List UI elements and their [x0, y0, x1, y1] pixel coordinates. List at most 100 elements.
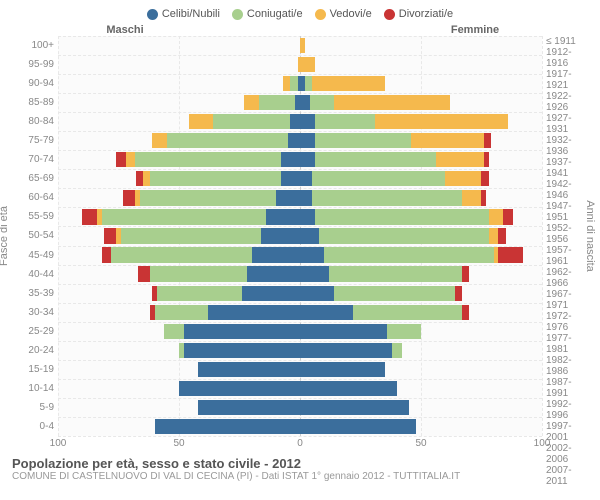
bar-segment: [135, 152, 280, 167]
female-half: [300, 150, 542, 169]
bar-segment: [300, 228, 319, 243]
stacked-bar: [135, 171, 300, 186]
bar-segment: [498, 247, 522, 262]
bar-segment: [462, 190, 481, 205]
stacked-bar: [300, 343, 402, 358]
bar-segment: [150, 266, 247, 281]
bar-segment: [198, 400, 300, 415]
female-half: [300, 284, 542, 303]
bar-segment: [329, 266, 462, 281]
stacked-bar: [179, 381, 300, 396]
bar-segment: [387, 324, 421, 339]
stacked-bar: [179, 343, 300, 358]
age-label: 10-14: [10, 379, 54, 398]
bar-segment: [242, 286, 300, 301]
bar-segment: [150, 171, 281, 186]
female-half: [300, 226, 542, 245]
male-half: [58, 226, 300, 245]
male-half: [58, 150, 300, 169]
male-half: [58, 36, 300, 55]
data-row: [58, 74, 542, 93]
x-tick: 50: [173, 438, 184, 449]
x-axis: 10050050100: [10, 438, 590, 452]
female-half: [300, 36, 542, 55]
bar-segment: [136, 171, 143, 186]
age-label: 80-84: [10, 112, 54, 131]
bar-segment: [213, 114, 290, 129]
bar-segment: [300, 266, 329, 281]
bar-segment: [300, 209, 315, 224]
data-row: [58, 150, 542, 169]
chart-title: Popolazione per età, sesso e stato civil…: [12, 456, 590, 471]
stacked-bar: [300, 228, 506, 243]
bar-segment: [411, 133, 484, 148]
stacked-bar: [300, 171, 489, 186]
bar-segment: [116, 152, 126, 167]
legend-label: Divorziati/e: [399, 8, 453, 20]
bar-segment: [462, 305, 469, 320]
stacked-bar: [152, 286, 300, 301]
stacked-bar: [300, 381, 397, 396]
bar-segment: [300, 400, 409, 415]
stacked-bar: [150, 305, 300, 320]
stacked-bar: [300, 286, 462, 301]
data-row: [58, 36, 542, 55]
bar-segment: [489, 228, 499, 243]
female-half: [300, 322, 542, 341]
birth-year-label: 1927-1931: [546, 113, 590, 135]
legend-swatch: [384, 9, 395, 20]
male-half: [58, 112, 300, 131]
plot-area: Fasce di età 100+95-9990-9485-8980-8475-…: [10, 36, 590, 436]
age-label: 90-94: [10, 74, 54, 93]
legend-item: Coniugati/e: [232, 8, 303, 20]
male-half: [58, 417, 300, 436]
birth-year-label: 1972-1976: [546, 311, 590, 333]
bar-segment: [312, 171, 445, 186]
bar-segment: [315, 209, 489, 224]
stacked-bar: [152, 133, 300, 148]
bar-segment: [184, 324, 300, 339]
bar-segment: [300, 190, 312, 205]
bar-segment: [334, 95, 450, 110]
bar-segment: [104, 228, 116, 243]
data-row: [58, 341, 542, 360]
male-half: [58, 131, 300, 150]
female-half: [300, 265, 542, 284]
birth-year-label: ≤ 1911: [546, 36, 590, 47]
male-half: [58, 265, 300, 284]
bar-segment: [300, 362, 385, 377]
legend-item: Vedovi/e: [315, 8, 372, 20]
bar-segment: [462, 266, 469, 281]
bar-segment: [503, 209, 513, 224]
age-label: 15-19: [10, 360, 54, 379]
birth-year-label: 2002-2006: [546, 443, 590, 465]
data-row: [58, 284, 542, 303]
male-half: [58, 303, 300, 322]
male-half: [58, 341, 300, 360]
legend-item: Divorziati/e: [384, 8, 453, 20]
stacked-bar: [155, 419, 300, 434]
birth-year-label: 1912-1916: [546, 47, 590, 69]
x-axis-ticks: 10050050100: [58, 438, 542, 452]
female-half: [300, 188, 542, 207]
bar-segment: [310, 95, 334, 110]
data-row: [58, 93, 542, 112]
age-label: 55-59: [10, 207, 54, 226]
age-label: 70-74: [10, 150, 54, 169]
stacked-bar: [300, 400, 409, 415]
male-half: [58, 284, 300, 303]
bar-segment: [300, 57, 315, 72]
bar-segment: [283, 76, 290, 91]
bar-segment: [288, 133, 300, 148]
y-axis-left-title: Fasce di età: [0, 206, 10, 266]
birth-year-label: 1917-1921: [546, 69, 590, 91]
bar-segment: [315, 152, 436, 167]
bar-segment: [143, 171, 150, 186]
data-row: [58, 417, 542, 436]
bar-segment: [281, 152, 300, 167]
data-row: [58, 112, 542, 131]
bar-segment: [300, 95, 310, 110]
bar-segment: [324, 247, 493, 262]
male-half: [58, 169, 300, 188]
bar-segment: [167, 133, 288, 148]
